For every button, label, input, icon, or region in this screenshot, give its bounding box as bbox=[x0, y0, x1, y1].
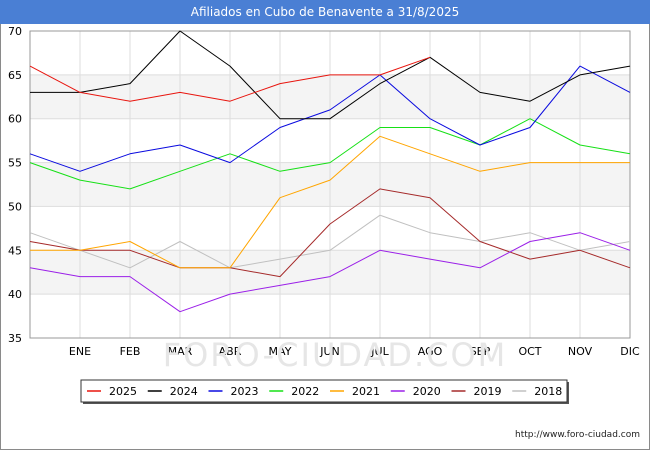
y-tick-label: 40 bbox=[8, 288, 22, 301]
series-line-2021 bbox=[30, 135, 630, 269]
series-line-2024 bbox=[30, 30, 631, 120]
legend-label-2020: 2020 bbox=[413, 385, 441, 398]
legend-label-2021: 2021 bbox=[352, 385, 380, 398]
series-line-2025 bbox=[29, 56, 431, 102]
x-tick-label: OCT bbox=[518, 345, 541, 358]
x-tick-label: MAR bbox=[168, 345, 193, 358]
y-tick-label: 60 bbox=[8, 113, 22, 126]
x-tick-label: AGO bbox=[418, 345, 443, 358]
legend-label-2022: 2022 bbox=[291, 385, 319, 398]
source-credit[interactable]: http://www.foro-ciudad.com bbox=[515, 430, 640, 440]
x-tick-label: DIC bbox=[620, 345, 640, 358]
legend-label-2024: 2024 bbox=[170, 385, 198, 398]
x-tick-label: MAY bbox=[269, 345, 292, 358]
x-tick-label: JUL bbox=[370, 345, 389, 358]
x-tick-label: NOV bbox=[568, 345, 593, 358]
legend-label-2019: 2019 bbox=[474, 385, 502, 398]
x-tick-label: ABR bbox=[219, 345, 242, 358]
legend-box bbox=[80, 379, 568, 403]
plot-border bbox=[29, 30, 631, 339]
y-tick-label: 35 bbox=[8, 332, 22, 345]
series-line-2020 bbox=[29, 232, 631, 313]
x-tick-label: FEB bbox=[120, 345, 141, 358]
y-tick-label: 45 bbox=[8, 244, 22, 257]
legend-label-2023: 2023 bbox=[231, 385, 259, 398]
y-tick-label: 50 bbox=[8, 200, 22, 213]
y-tick-label: 65 bbox=[8, 69, 22, 82]
legend-label-2025: 2025 bbox=[109, 385, 137, 398]
x-tick-label: ENE bbox=[69, 345, 91, 358]
series-line-2018 bbox=[29, 214, 631, 269]
series-line-2023 bbox=[29, 65, 631, 172]
y-tick-label: 55 bbox=[8, 157, 22, 170]
legend-label-2018: 2018 bbox=[534, 385, 562, 398]
chart-title: Afiliados en Cubo de Benavente a 31/8/20… bbox=[0, 0, 650, 24]
series-line-2019 bbox=[29, 188, 631, 278]
x-tick-label: JUN bbox=[319, 345, 340, 358]
y-tick-label: 70 bbox=[8, 25, 22, 38]
watermark-text: FORO-CIUDAD.COM bbox=[163, 336, 508, 374]
x-tick-label: SEP bbox=[470, 345, 491, 358]
series-line-2022 bbox=[29, 118, 631, 190]
